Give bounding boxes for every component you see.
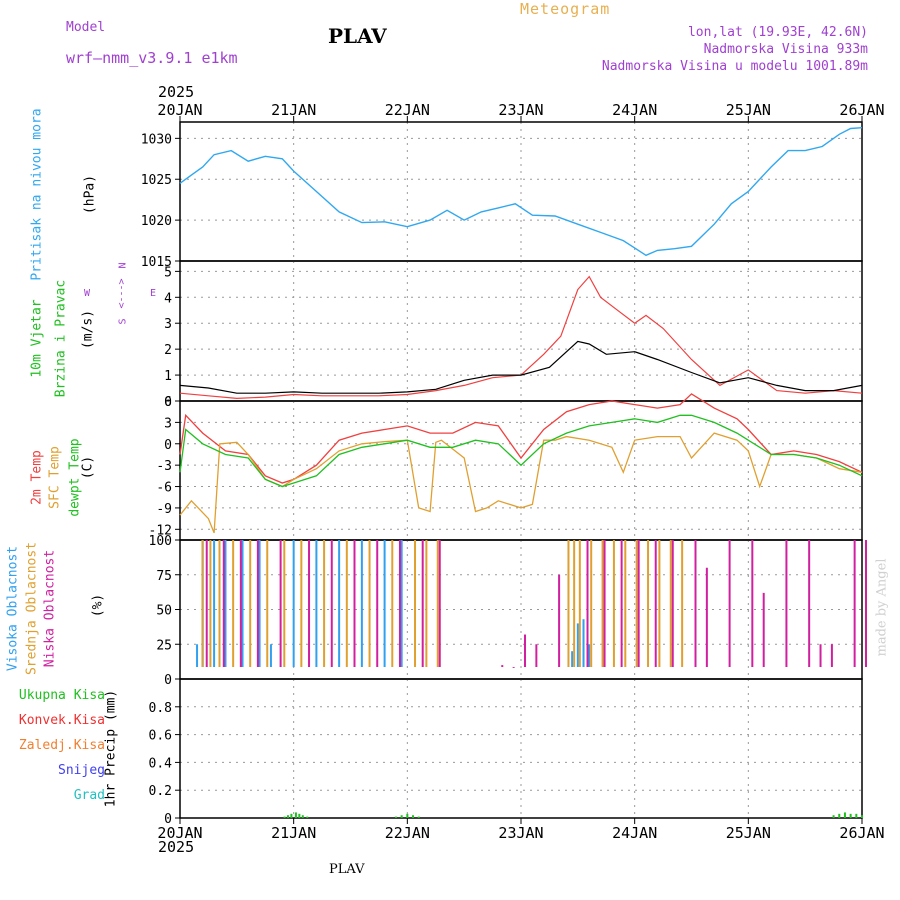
y-tick-label: 1030 <box>141 132 172 147</box>
y-tick-label: 1015 <box>141 255 172 270</box>
x-tick-label-top: 21JAN <box>271 101 316 119</box>
y-tick-label: 2 <box>164 343 172 358</box>
y-tick-label: 0 <box>164 438 172 453</box>
y-tick-label: 6 <box>164 395 172 410</box>
legend-snow: Snijeg <box>58 763 105 778</box>
y-tick-label: 50 <box>156 604 172 619</box>
y-tick-label: 1025 <box>141 173 172 188</box>
meteogram-label: Meteogram <box>520 0 611 18</box>
x-tick-label-bottom: 23JAN <box>498 824 543 842</box>
y-tick-label: 5 <box>164 265 172 280</box>
x-tick-label-top: 23JAN <box>498 101 543 119</box>
y-tick-label: 4 <box>164 291 172 306</box>
y-tick-label: -12 <box>149 523 172 538</box>
y-tick-label: 0.2 <box>149 784 172 799</box>
model-name: wrf–nmm_v3.9.1 e1km <box>66 49 238 67</box>
year-bottom: 2025 <box>158 838 195 856</box>
footer-station: PLAV <box>329 862 365 877</box>
legend-hail: Grad <box>73 788 105 803</box>
x-tick-label-top: 25JAN <box>726 101 771 119</box>
y-tick-label: 1020 <box>141 214 172 229</box>
y-tick-label: 0.4 <box>149 756 173 771</box>
y-tick-label: 0.8 <box>149 701 172 716</box>
elevation-label: Nadmorska Visina 933m <box>703 42 868 57</box>
compass-w: W <box>84 288 91 299</box>
x-tick-label-bottom: 26JAN <box>839 824 884 842</box>
legend-frozen-rain: Zaledj.Kisa <box>18 738 105 753</box>
panel-frame <box>179 121 863 262</box>
y-tick-label: -9 <box>156 502 172 517</box>
y-tick-label: 0 <box>164 395 172 410</box>
coords-label: lon,lat (19.93E, 42.6N) <box>687 25 868 40</box>
y-tick-label: 75 <box>156 569 172 584</box>
y-tick-label: -3 <box>156 459 172 474</box>
panel-frame <box>179 400 863 541</box>
x-tick-label-top: 24JAN <box>612 101 657 119</box>
y-tick-label: 25 <box>156 638 172 653</box>
y-tick-label: 1 <box>164 369 172 384</box>
model-elevation-label: Nadmorska Visina u modelu 1001.89m <box>601 59 868 74</box>
gust-line <box>179 275 863 400</box>
y-tick-label: -6 <box>156 481 172 496</box>
x-tick-label-bottom: 22JAN <box>385 824 430 842</box>
y-tick-label: 0 <box>164 812 172 827</box>
x-tick-label-top: 26JAN <box>839 101 884 119</box>
y-tick-label: 3 <box>164 317 172 332</box>
x-tick-label-top: 20JAN <box>157 101 202 119</box>
x-tick-label-top: 22JAN <box>385 101 430 119</box>
compass-rose-icon: N <---> E W S <box>80 260 160 330</box>
pressure-line <box>179 127 863 257</box>
x-tick-label-bottom: 25JAN <box>726 824 771 842</box>
x-tick-label-bottom: 21JAN <box>271 824 316 842</box>
legend-total-rain: Ukupna Kisa <box>18 688 105 703</box>
temp-2m-line <box>179 393 863 484</box>
x-tick-label-bottom: 20JAN <box>157 824 202 842</box>
compass-e: E <box>150 288 157 299</box>
legend-conv-rain: Konvek.Kisa <box>18 713 105 728</box>
y-tick-label: 3 <box>164 416 172 431</box>
model-label: Model <box>66 20 106 35</box>
y-tick-label: 100 <box>149 534 172 549</box>
wind-speed-line <box>179 340 863 394</box>
y-tick-label: 0.6 <box>149 729 172 744</box>
x-tick-label-bottom: 24JAN <box>612 824 657 842</box>
y-tick-label: 0 <box>164 673 172 688</box>
page-title: PLAV <box>328 24 387 48</box>
panel-frame <box>179 678 863 819</box>
year-top: 2025 <box>158 83 195 101</box>
dewpt-line <box>179 414 863 488</box>
panel-frame <box>179 539 863 680</box>
